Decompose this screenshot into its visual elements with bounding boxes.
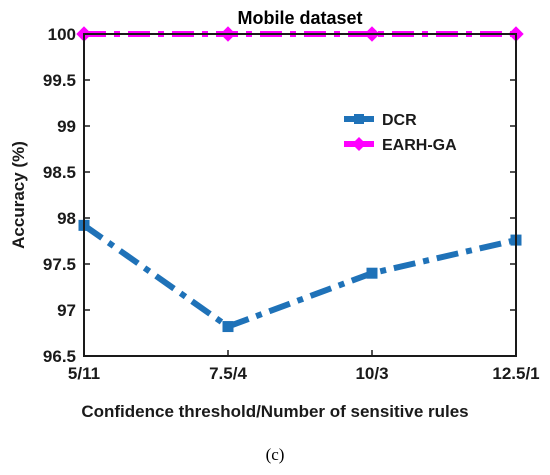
series-line-dcr: [82, 222, 517, 330]
data-point-dcr: [222, 321, 234, 333]
legend-marker: [352, 137, 366, 151]
y-tick-label: 96.5: [43, 347, 76, 366]
tick-labels: 96.5 97 97.5 98 98.5 99 99.5 100 5/11 7.5/4 10/3 12…: [43, 25, 540, 383]
plot-area-frame: [83, 33, 517, 357]
y-tick-label: 97.5: [43, 255, 76, 274]
legend-marker: [354, 114, 364, 124]
y-tick-label: 99: [57, 117, 76, 136]
figure-caption: (c): [266, 445, 285, 464]
y-tick-label: 100: [48, 25, 76, 44]
legend-label-earh-ga: EARH-GA: [382, 137, 457, 154]
x-tick-label: 5/11: [68, 364, 100, 383]
legend-label-dcr: DCR: [382, 112, 417, 129]
y-tick-label: 99.5: [43, 71, 76, 90]
y-tick-label: 98.5: [43, 163, 76, 182]
x-tick-label: 12.5/1: [492, 364, 539, 383]
data-point-dcr: [366, 267, 378, 279]
y-tick-label: 97: [57, 301, 76, 320]
y-tick-label: 98: [57, 209, 76, 228]
series-lines: [76, 26, 524, 333]
y-tick-marks: [83, 33, 517, 357]
x-tick-label: 10/3: [355, 364, 388, 383]
chart-title: Mobile dataset: [237, 8, 362, 28]
x-tick-label: 7.5/4: [209, 364, 247, 383]
y-axis-title: Accuracy (%): [9, 141, 28, 249]
x-axis-title: Confidence threshold/Number of sensitive…: [81, 402, 468, 421]
legend: DCR EARH-GA: [344, 112, 457, 154]
